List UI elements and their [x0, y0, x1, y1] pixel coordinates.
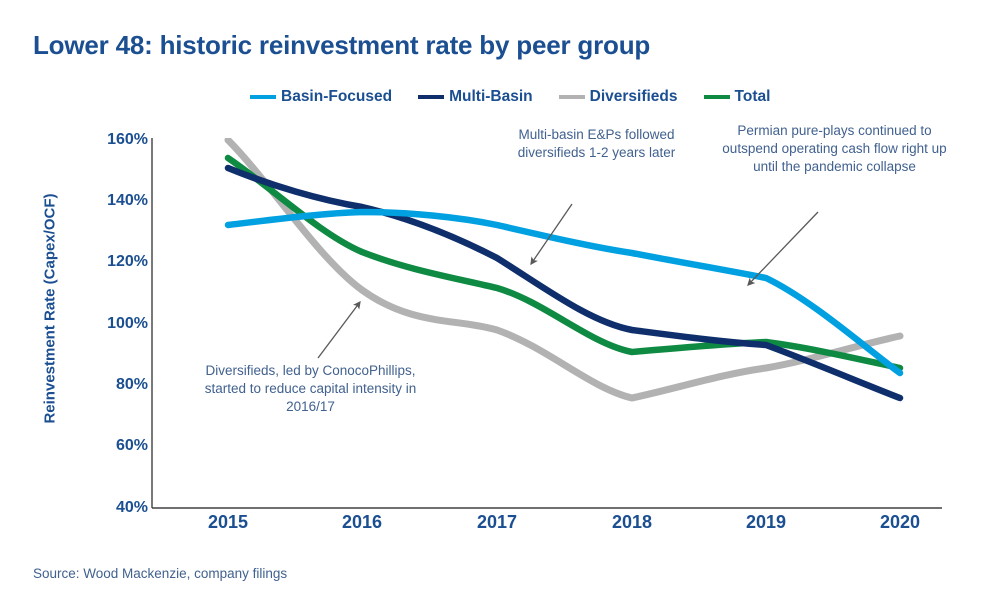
x-tick-2020: 2020 — [879, 512, 921, 532]
callout-arrow-multi-basin — [530, 203, 573, 266]
legend-item-basin-focused[interactable]: Basin-Focused — [250, 88, 392, 106]
legend-swatch-diversifieds — [558, 95, 585, 99]
y-axis-title: Reinvestment Rate (Capex/OCF) — [41, 193, 59, 424]
y-tick-40: 40% — [115, 499, 148, 516]
legend-item-diversifieds[interactable]: Diversifieds — [558, 88, 678, 106]
series-line-basin-focused — [224, 208, 904, 377]
annotation-diversifieds: Diversifieds, led by ConocoPhillips, sta… — [204, 363, 417, 414]
legend-item-total[interactable]: Total — [703, 88, 771, 106]
x-tick-2019: 2019 — [745, 512, 787, 532]
x-tick-2016: 2016 — [341, 512, 383, 532]
legend-swatch-basin-focused — [250, 95, 276, 99]
y-tick-60: 60% — [115, 437, 148, 454]
legend-label-diversifieds: Diversifieds — [589, 88, 678, 105]
annotation-multi-basin: Multi-basin E&Ps followed diversifieds 1… — [517, 127, 676, 160]
series-line-diversifieds — [224, 138, 904, 402]
legend-label-basin-focused: Basin-Focused — [281, 88, 393, 105]
chart-legend: Basin-Focused Multi-Basin Diversifieds T… — [250, 88, 770, 106]
x-tick-2018: 2018 — [611, 512, 653, 532]
callout-arrow-diversifieds — [317, 300, 361, 359]
y-tick-160: 160% — [107, 131, 148, 148]
page-title: Lower 48: historic reinvestment rate by … — [33, 30, 651, 60]
x-tick-2017: 2017 — [476, 512, 518, 532]
callout-arrow-permian — [747, 211, 819, 286]
legend-label-multi-basin: Multi-Basin — [449, 88, 533, 105]
y-tick-80: 80% — [115, 376, 148, 393]
legend-label-total: Total — [734, 88, 771, 105]
annotation-permian: Permian pure-plays continued to outspend… — [722, 123, 947, 174]
x-tick-2015: 2015 — [207, 512, 249, 532]
y-tick-100: 100% — [107, 315, 148, 332]
y-tick-140: 140% — [107, 192, 148, 209]
legend-item-multi-basin[interactable]: Multi-Basin — [418, 88, 533, 106]
legend-swatch-total — [703, 95, 730, 99]
y-axis-ticks: 160% 140% 120% 100% 80% 60% 40% — [88, 0, 148, 600]
legend-swatch-multi-basin — [418, 95, 445, 99]
source-note: Source: Wood Mackenzie, company filings — [33, 566, 288, 581]
series-line-total — [224, 154, 904, 372]
y-tick-120: 120% — [107, 253, 148, 270]
